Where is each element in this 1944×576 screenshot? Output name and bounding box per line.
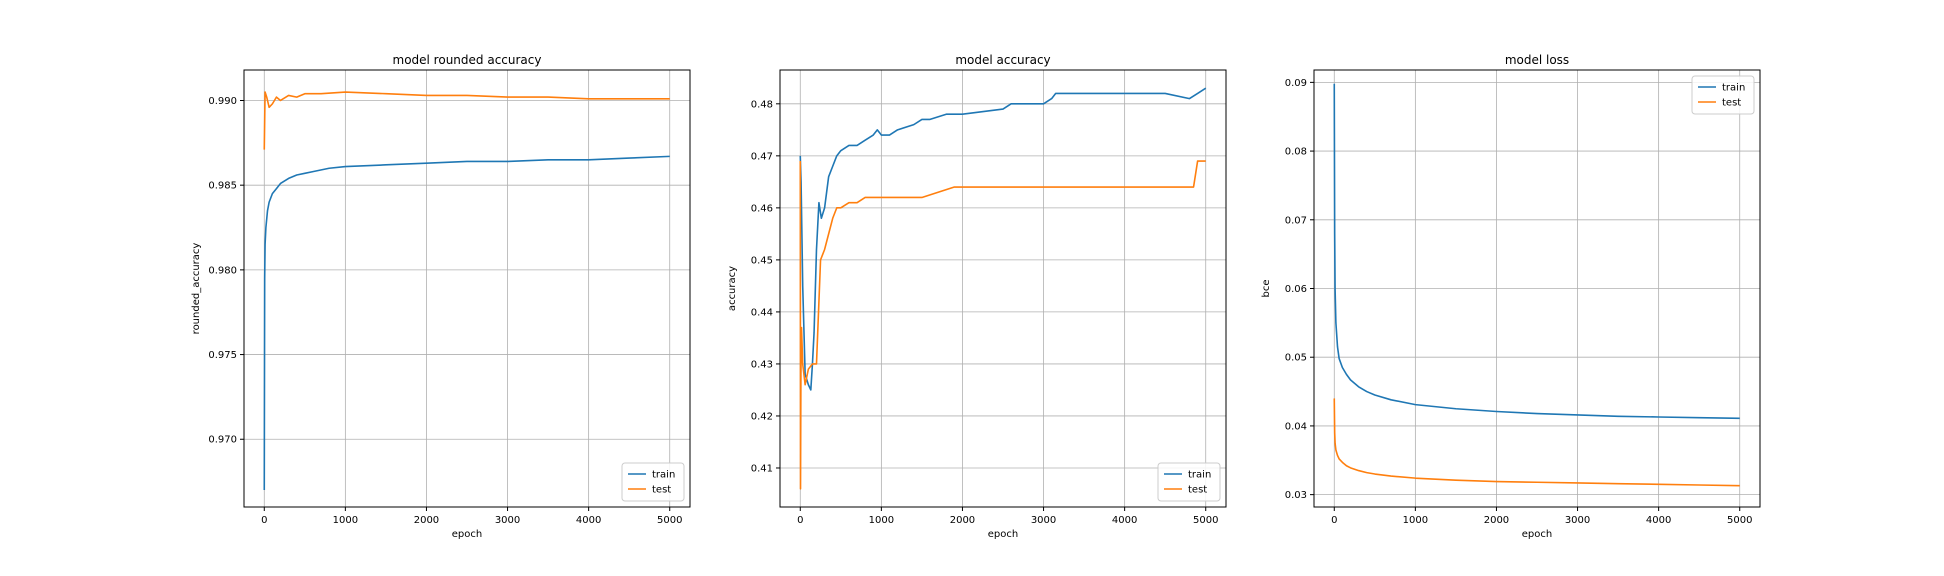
x-tick-label: 3000 xyxy=(1565,515,1590,526)
axes-frame xyxy=(779,69,1227,508)
x-tick-label: 5000 xyxy=(1193,515,1218,526)
y-tick-label: 0.980 xyxy=(208,265,237,276)
series-line-test xyxy=(263,91,670,150)
x-tick-label: 2000 xyxy=(950,515,975,526)
x-axis-label: epoch xyxy=(988,529,1018,540)
y-tick-label: 0.43 xyxy=(751,359,773,370)
y-tick-label: 0.47 xyxy=(751,151,773,162)
x-tick-label: 5000 xyxy=(657,515,682,526)
x-axis-label: epoch xyxy=(1522,529,1552,540)
y-tick-label: 0.44 xyxy=(751,307,773,318)
legend-label-train: train xyxy=(652,470,675,481)
y-tick-label: 0.09 xyxy=(1285,78,1307,89)
x-tick-label: 1000 xyxy=(1403,515,1428,526)
legend-box xyxy=(1157,462,1221,502)
legend-box xyxy=(1691,75,1755,115)
series-line-train xyxy=(1333,83,1740,420)
chart-2: 0 1000 2000 3000 4000 5000 0.41 0.42 0.43 0.44 0.4… xyxy=(727,53,1227,540)
legend-label-train: train xyxy=(1188,470,1211,481)
chart-3: 0 1000 2000 3000 4000 5000 0.03 0.04 0.05 0.06 0.0… xyxy=(1261,53,1761,540)
y-tick-label: 0.48 xyxy=(751,99,773,110)
y-tick-label: 0.42 xyxy=(751,411,773,422)
x-tick-label: 1000 xyxy=(333,515,358,526)
x-tick-label: 0 xyxy=(797,515,803,526)
legend-label-test: test xyxy=(1188,485,1207,496)
y-axis-label: accuracy xyxy=(727,266,738,311)
y-tick-label: 0.05 xyxy=(1285,353,1307,364)
y-tick-label: 0.970 xyxy=(208,435,237,446)
x-axis-label: epoch xyxy=(452,529,482,540)
x-tick-label: 3000 xyxy=(1031,515,1056,526)
y-axis-label: bce xyxy=(1261,280,1272,298)
series-line-train xyxy=(799,87,1207,391)
x-tick-label: 4000 xyxy=(576,515,601,526)
chart-1: 0 1000 2000 3000 4000 5000 0.970 0.975 0.980 0.98… xyxy=(191,53,691,540)
chart-title: model accuracy xyxy=(955,53,1050,67)
x-tick-label: 2000 xyxy=(1484,515,1509,526)
y-tick-label: 0.46 xyxy=(751,203,773,214)
x-tick-label: 3000 xyxy=(495,515,520,526)
y-tick-label: 0.975 xyxy=(208,350,237,361)
legend-label-test: test xyxy=(652,485,671,496)
series-line-test xyxy=(799,160,1206,490)
x-tick-label: 5000 xyxy=(1727,515,1752,526)
y-axis-label: rounded_accuracy xyxy=(191,243,202,335)
legend-label-train: train xyxy=(1722,83,1745,94)
x-tick-label: 0 xyxy=(261,515,267,526)
x-tick-label: 4000 xyxy=(1112,515,1137,526)
y-tick-label: 0.06 xyxy=(1285,284,1307,295)
y-tick-label: 0.07 xyxy=(1285,215,1307,226)
y-tick-label: 0.45 xyxy=(751,255,773,266)
x-tick-label: 2000 xyxy=(414,515,439,526)
y-tick-label: 0.41 xyxy=(751,463,773,474)
legend: train test xyxy=(621,462,685,502)
y-tick-label: 0.985 xyxy=(208,181,237,192)
y-tick-label: 0.04 xyxy=(1285,421,1307,432)
chart-title: model rounded accuracy xyxy=(393,53,542,67)
x-tick-label: 1000 xyxy=(869,515,894,526)
legend: train test xyxy=(1157,462,1221,502)
y-tick-label: 0.03 xyxy=(1285,490,1307,501)
chart-title: model loss xyxy=(1505,53,1569,67)
series-line-test xyxy=(1333,398,1740,487)
series-line-train xyxy=(263,155,670,491)
x-tick-label: 4000 xyxy=(1646,515,1671,526)
y-tick-label: 0.990 xyxy=(208,96,237,107)
y-tick-label: 0.08 xyxy=(1285,147,1307,158)
x-tick-label: 0 xyxy=(1331,515,1337,526)
axes-frame xyxy=(243,69,691,508)
legend-label-test: test xyxy=(1722,98,1741,109)
legend: train test xyxy=(1691,75,1755,115)
legend-box xyxy=(621,462,685,502)
